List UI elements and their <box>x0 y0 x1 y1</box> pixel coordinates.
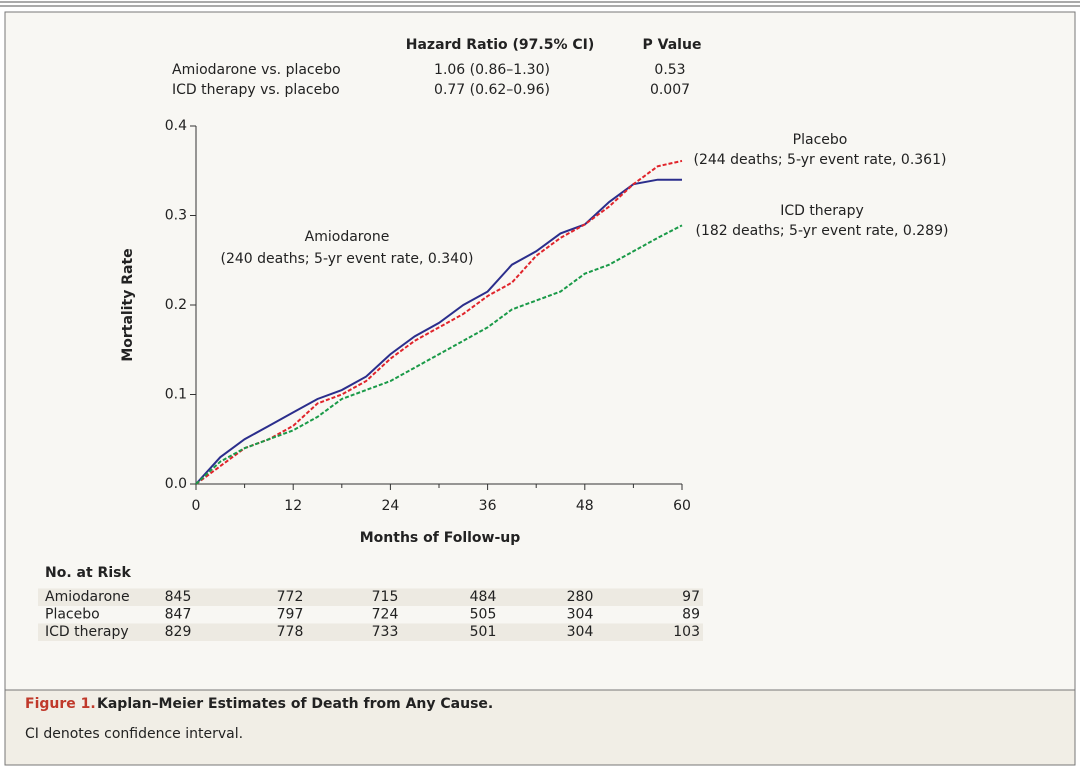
at-risk-count: 829 <box>165 624 192 640</box>
caption: CI denotes confidence interval. <box>25 726 243 742</box>
hazard-row-label: Amiodarone vs. placebo <box>172 62 341 78</box>
at-risk-count: 845 <box>165 589 192 605</box>
at-risk-count: 778 <box>277 624 304 640</box>
figure-label: Figure 1. <box>25 696 96 712</box>
at-risk-name: ICD therapy <box>45 624 129 640</box>
at-risk-count: 89 <box>682 607 700 623</box>
x-axis-label: Months of Follow-up <box>360 530 521 546</box>
hazard-header: Hazard Ratio (97.5% CI) <box>406 37 595 53</box>
at-risk-count: 97 <box>682 589 700 605</box>
hazard-ratio: 0.77 (0.62–0.96) <box>434 82 550 98</box>
at-risk-count: 797 <box>277 607 304 623</box>
series-line <box>195 178 682 485</box>
series-line <box>195 224 683 485</box>
hazard-ratio: 1.06 (0.86–1.30) <box>434 62 550 78</box>
series-line <box>195 159 683 485</box>
at-risk-row-bg <box>38 606 703 624</box>
caption-band <box>4 689 1076 766</box>
at-risk-count: 733 <box>372 624 399 640</box>
figure-title: Kaplan–Meier Estimates of Death from Any… <box>97 696 493 712</box>
y-tick-label: 0.3 <box>165 208 187 224</box>
series-annotation-detail: (182 deaths; 5-yr event rate, 0.289) <box>696 223 949 239</box>
at-risk-name: Amiodarone <box>45 589 130 605</box>
series-annotation: ICD therapy <box>780 203 864 219</box>
at-risk-row-bg <box>38 623 703 641</box>
at-risk-count: 304 <box>567 607 594 623</box>
hazard-row-label: ICD therapy vs. placebo <box>172 82 340 98</box>
at-risk-count: 772 <box>277 589 304 605</box>
at-risk-count: 724 <box>372 607 399 623</box>
series-annotation-detail: (244 deaths; 5-yr event rate, 0.361) <box>694 152 947 168</box>
x-tick-label: 48 <box>576 498 594 514</box>
y-axis-label: Mortality Rate <box>120 248 136 361</box>
at-risk-count: 103 <box>673 624 700 640</box>
series-annotation-detail: (240 deaths; 5-yr event rate, 0.340) <box>221 251 474 267</box>
x-tick-label: 60 <box>673 498 691 514</box>
at-risk-row-bg <box>38 588 703 606</box>
y-tick-label: 0.4 <box>165 118 187 134</box>
at-risk-count: 484 <box>470 589 497 605</box>
x-tick-label: 12 <box>284 498 302 514</box>
at-risk-title: No. at Risk <box>45 565 131 581</box>
at-risk-count: 715 <box>372 589 399 605</box>
series-annotation: Amiodarone <box>305 229 390 245</box>
series-annotation: Placebo <box>793 132 848 148</box>
x-tick-label: 36 <box>479 498 497 514</box>
at-risk-count: 280 <box>567 589 594 605</box>
hazard-header: P Value <box>643 37 702 53</box>
y-tick-label: 0.0 <box>165 476 187 492</box>
x-tick-label: 24 <box>381 498 399 514</box>
p-value: 0.007 <box>650 82 690 98</box>
x-tick-label: 0 <box>192 498 201 514</box>
y-tick-label: 0.1 <box>165 387 187 403</box>
at-risk-count: 847 <box>165 607 192 623</box>
p-value: 0.53 <box>654 62 685 78</box>
at-risk-count: 501 <box>470 624 497 640</box>
at-risk-name: Placebo <box>45 607 100 623</box>
y-tick-label: 0.2 <box>165 297 187 313</box>
at-risk-count: 505 <box>470 607 497 623</box>
at-risk-count: 304 <box>567 624 594 640</box>
